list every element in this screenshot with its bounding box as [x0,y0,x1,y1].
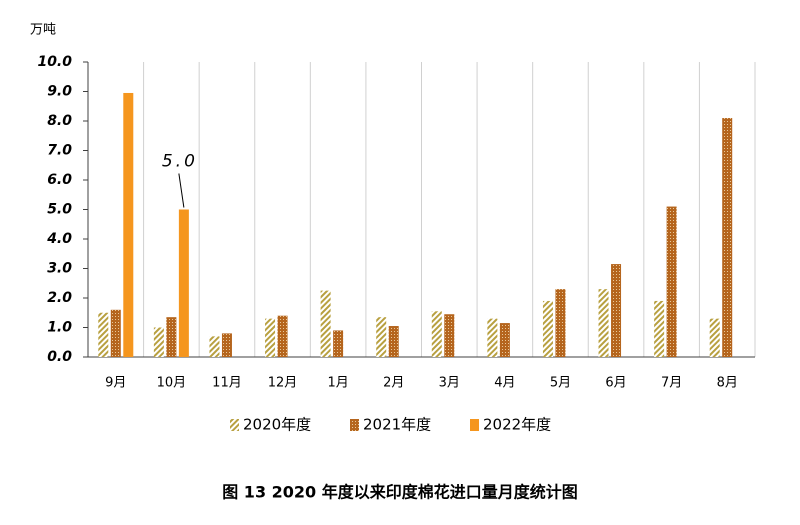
x-tick-label: 1月 [327,376,348,391]
x-tick-label: 4月 [494,376,515,391]
bar [542,300,553,357]
bar [555,289,566,357]
bar [388,326,399,357]
y-tick-label: 7.0 [47,143,72,159]
x-tick-label: 2月 [383,376,404,391]
x-tick-label: 5月 [550,376,571,391]
y-tick-label: 4.0 [46,231,72,247]
bar [123,92,134,357]
bar [709,318,720,357]
bar [265,318,276,357]
bar [499,323,510,357]
bar [178,209,189,357]
bar [221,333,232,357]
y-unit: 万吨 [30,23,56,38]
y-tick-label: 1.0 [47,320,72,336]
y-tick-label: 10.0 [37,54,72,70]
bar [209,336,220,357]
bar [376,317,387,357]
bar [598,289,609,357]
bar [98,312,109,357]
bar [487,318,498,357]
y-tick-label: 2.0 [47,290,72,306]
x-tick-label: 12月 [268,376,298,391]
x-tick-label: 11月 [212,376,242,391]
legend-swatch [470,419,479,431]
legend-swatch [230,419,239,431]
y-tick-label: 8.0 [47,113,72,129]
legend-label: 2021年度 [363,416,431,434]
bar [153,327,164,357]
bar [277,315,288,357]
bar [431,311,442,357]
y-tick-label: 0.0 [47,349,72,365]
legend-label: 2022年度 [483,416,551,434]
y-tick-label: 6.0 [47,172,72,188]
bar [654,300,665,357]
value-label: 5.0 [162,152,198,172]
bar [166,317,177,357]
bar [722,118,733,357]
bar [611,264,622,357]
x-tick-label: 6月 [605,376,626,391]
x-tick-label: 10月 [157,376,187,391]
y-tick-label: 3.0 [47,261,72,277]
x-tick-label: 8月 [717,376,738,391]
bar [110,309,121,357]
bar [444,314,455,357]
caption: 图 13 2020 年度以来印度棉花进口量月度统计图 [222,483,578,502]
bar [666,206,677,357]
legend-label: 2020年度 [243,416,311,434]
y-tick-label: 9.0 [47,84,72,100]
bar [320,290,331,357]
legend-swatch [350,419,359,431]
x-tick-label: 3月 [439,376,460,391]
y-tick-label: 5.0 [47,202,72,218]
x-tick-label: 9月 [105,376,126,391]
label-leader [178,173,185,208]
x-tick-label: 7月 [661,376,682,391]
bar [333,330,344,357]
